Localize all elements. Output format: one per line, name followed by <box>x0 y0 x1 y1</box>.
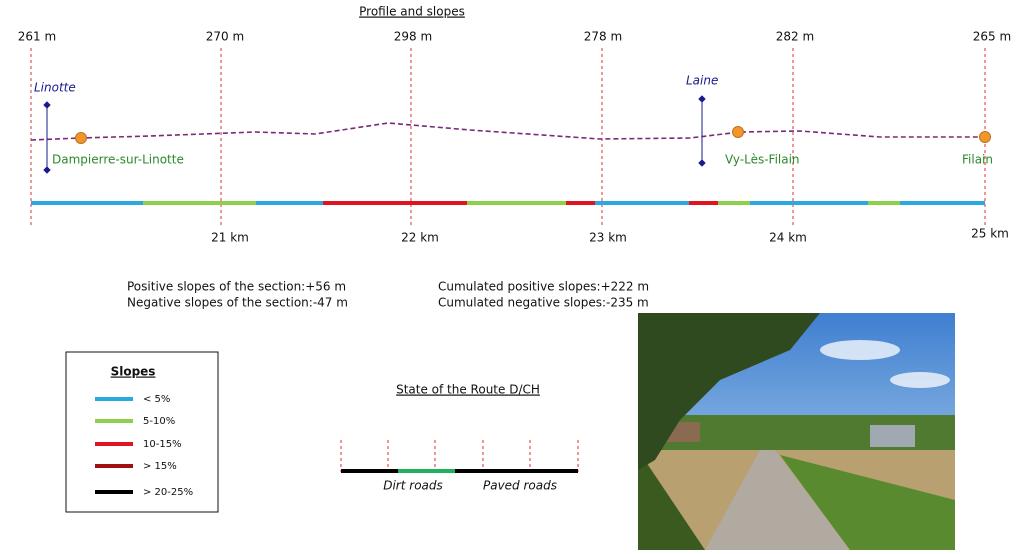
route-title: State of the Route D/CH <box>396 383 540 397</box>
distance-label: 24 km <box>769 231 807 245</box>
stat: Cumulated positive slopes:+222 m <box>438 280 649 294</box>
distance-label: 21 km <box>211 231 249 245</box>
stat: Cumulated negative slopes:-235 m <box>438 296 649 310</box>
legend-box <box>65 351 219 513</box>
legend-swatches <box>95 397 133 494</box>
river-markers <box>43 95 706 174</box>
legend-label: 10-15% <box>143 439 182 450</box>
altitude-label: 282 m <box>776 30 814 44</box>
river-label: Linotte <box>34 81 76 95</box>
photo <box>638 313 955 550</box>
stat: Negative slopes of the section:-47 m <box>127 296 348 310</box>
altitude-label: 265 m <box>973 30 1011 44</box>
legend-label: 5-10% <box>143 416 175 427</box>
legend-label: > 15% <box>143 461 177 472</box>
altitude-label: 298 m <box>394 30 432 44</box>
place-label: Vy-Lès-Filain <box>725 153 800 167</box>
altitude-label: 278 m <box>584 30 622 44</box>
title: Profile and slopes <box>359 5 465 19</box>
altitude-label: 261 m <box>18 30 56 44</box>
route-guides <box>340 440 579 472</box>
stat: Positive slopes of the section:+56 m <box>127 280 346 294</box>
distance-label: 23 km <box>589 231 627 245</box>
distance-label: 25 km <box>971 227 1009 241</box>
vertical-guides <box>30 48 986 225</box>
distance-label: 22 km <box>401 231 439 245</box>
village-markers <box>75 126 991 144</box>
altitude-label: 270 m <box>206 30 244 44</box>
legend-title: Slopes <box>111 365 156 379</box>
place-label: Dampierre-sur-Linotte <box>52 153 184 167</box>
legend-label: > 20-25% <box>143 487 193 498</box>
route-label: Dirt roads <box>383 479 443 493</box>
place-label: Filain <box>962 153 993 167</box>
elevation-profile <box>30 122 985 141</box>
route-label: Paved roads <box>483 479 557 493</box>
legend-label: < 5% <box>143 394 170 405</box>
river-label: Laine <box>686 74 718 88</box>
